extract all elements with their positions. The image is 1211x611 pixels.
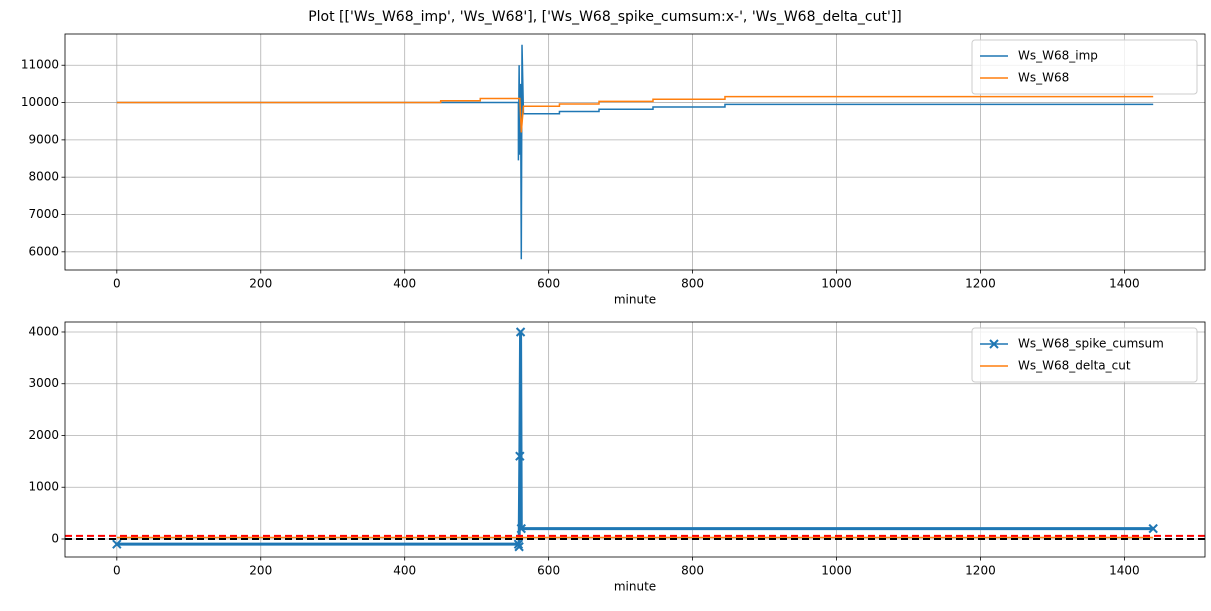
axes-frame	[64, 33, 1206, 271]
y-tick-label: 0	[51, 531, 59, 545]
x-tick-label: 0	[113, 564, 121, 578]
x-tick-label: 600	[537, 277, 560, 291]
y-tick-label: 8000	[28, 170, 59, 184]
x-tick-label: 1400	[1109, 564, 1140, 578]
legend-label: Ws_W68_delta_cut	[1018, 359, 1131, 373]
legend-box	[971, 39, 1198, 95]
plot-area	[116, 44, 1154, 260]
plot-area	[65, 327, 1205, 552]
x-tick-label: 400	[393, 564, 416, 578]
y-tick-label: 11000	[21, 58, 59, 72]
x-tick-label: 1000	[821, 564, 852, 578]
x-axis-label: minute	[614, 293, 656, 307]
marker	[513, 539, 524, 549]
y-tick-label: 2000	[28, 428, 59, 442]
marker	[1148, 523, 1158, 534]
y-tick-label: 10000	[21, 95, 59, 109]
marker	[112, 539, 122, 549]
x-tick-label: 1200	[965, 564, 996, 578]
legend-marker	[989, 339, 999, 349]
figure-title: Plot [['Ws_W68_imp', 'Ws_W68'], ['Ws_W68…	[308, 9, 902, 25]
y-tick-label: 4000	[28, 324, 59, 338]
y-tick-label: 9000	[28, 132, 59, 146]
x-tick-label: 1200	[965, 277, 996, 291]
legend-box	[971, 327, 1198, 383]
marker	[515, 327, 526, 337]
x-tick-label: 400	[393, 277, 416, 291]
marker	[514, 542, 524, 552]
x-tick-label: 800	[681, 277, 704, 291]
x-tick-label: 600	[537, 564, 560, 578]
x-tick-label: 800	[681, 564, 704, 578]
x-tick-label: 0	[113, 277, 121, 291]
axes: 0 200 400 600 800 1000 1200 1400 6000 7000 8000 900…	[21, 33, 1206, 307]
x-tick-label: 1400	[1109, 277, 1140, 291]
marker	[516, 523, 526, 534]
marker	[515, 451, 525, 461]
y-tick-label: 1000	[28, 480, 59, 494]
legend: Ws_W68_spike_cumsum Ws_W68_delta_cut	[971, 327, 1198, 383]
x-axis-label: minute	[614, 580, 656, 594]
axes: 0 200 400 600 800 1000 1200 1400 0 1000 2000 3000 40…	[28, 321, 1206, 594]
legend-label: Ws_W68	[1018, 71, 1069, 85]
legend: Ws_W68_imp Ws_W68	[971, 39, 1198, 95]
series-line	[116, 44, 1154, 260]
legend-label: Ws_W68_spike_cumsum	[1018, 337, 1164, 351]
x-tick-label: 1000	[821, 277, 852, 291]
legend-label: Ws_W68_imp	[1018, 49, 1098, 63]
x-tick-label: 200	[249, 564, 272, 578]
y-tick-label: 7000	[28, 207, 59, 221]
series-line	[116, 95, 1154, 133]
y-tick-label: 6000	[28, 244, 59, 258]
axes-frame	[64, 321, 1206, 558]
x-tick-label: 200	[249, 277, 272, 291]
y-tick-label: 3000	[28, 376, 59, 390]
